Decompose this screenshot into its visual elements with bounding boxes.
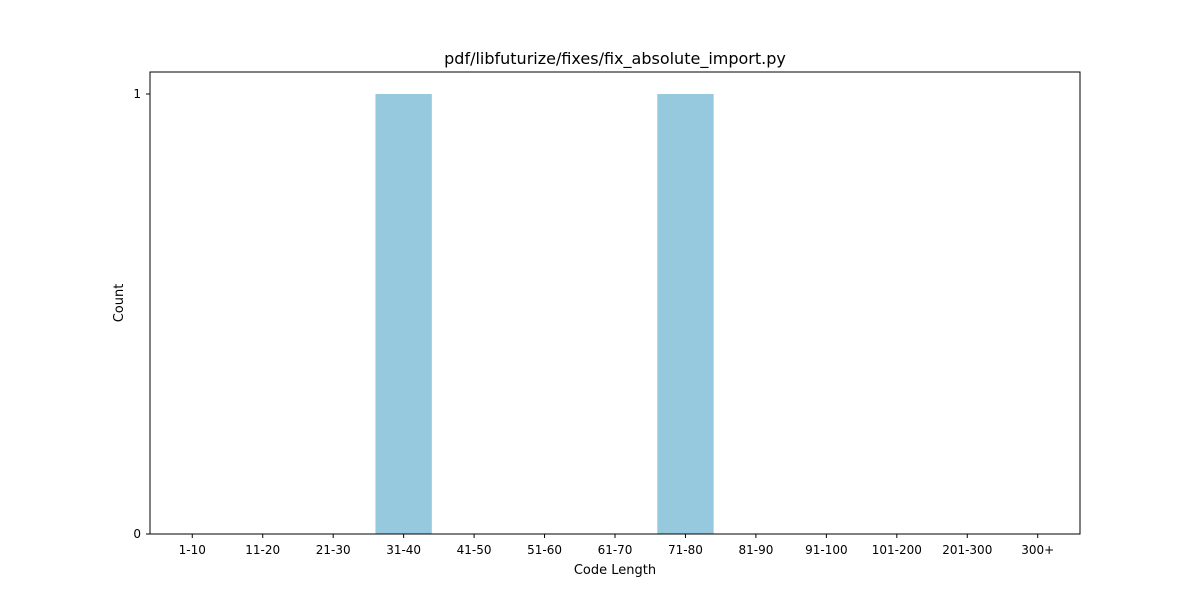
x-tick-label: 31-40 — [386, 543, 421, 557]
x-tick-label: 91-100 — [805, 543, 848, 557]
x-axis-label: Code Length — [574, 563, 656, 578]
x-tick-label: 51-60 — [527, 543, 562, 557]
y-tick-label: 1 — [133, 87, 141, 101]
x-tick-label: 21-30 — [316, 543, 351, 557]
plot-frame — [149, 71, 1081, 535]
x-tick-label: 41-50 — [457, 543, 492, 557]
x-tick-label: 11-20 — [245, 543, 280, 557]
x-tick-label: 201-300 — [942, 543, 992, 557]
x-axis-ticks: 1-10 11-20 21-30 31-40 41-50 51-60 61-70 71-80 8… — [179, 534, 1054, 557]
x-tick-label: 71-80 — [668, 543, 703, 557]
x-tick-label: 101-200 — [872, 543, 922, 557]
y-axis-ticks: 01 — [133, 87, 150, 541]
x-tick-label: 81-90 — [738, 543, 773, 557]
bars-group — [375, 94, 714, 534]
y-tick-label: 0 — [133, 527, 141, 541]
x-tick-label: 61-70 — [598, 543, 633, 557]
y-axis-label: Count — [112, 284, 127, 323]
bar-71-80 — [657, 94, 714, 534]
bar-31-40 — [375, 94, 432, 534]
x-tick-label: 1-10 — [179, 543, 206, 557]
x-tick-label: 300+ — [1021, 543, 1054, 557]
chart-title: pdf/libfuturize/fixes/fix_absolute_impor… — [444, 49, 786, 69]
